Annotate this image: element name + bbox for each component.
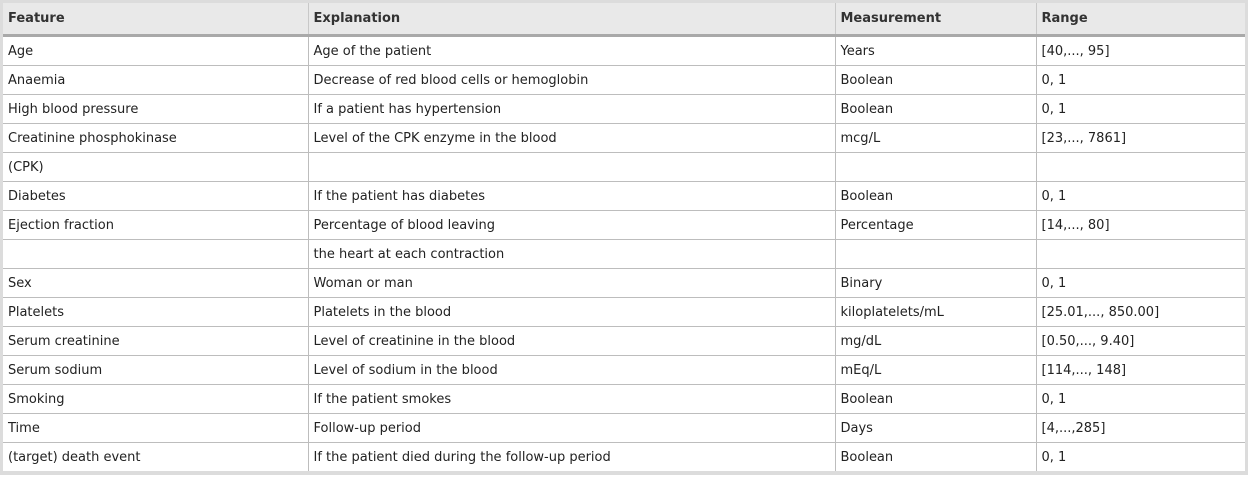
measurement-cell: Years	[834, 35, 1036, 66]
explanation-cell	[307, 152, 835, 182]
range-cell: [114,..., 148]	[1035, 355, 1245, 385]
feature-cell: Age	[8, 43, 34, 59]
table-row: (CPK)	[3, 152, 1245, 182]
header-feature: Feature	[3, 3, 308, 37]
table-row: Sex Woman or man Binary 0, 1	[3, 268, 1245, 298]
range-cell: 0, 1	[1035, 268, 1245, 298]
range-cell	[1035, 239, 1245, 269]
explanation-cell: If a patient has hypertension	[307, 94, 835, 124]
explanation-cell: Decrease of red blood cells or hemoglobi…	[307, 65, 835, 95]
measurement-cell: Boolean	[834, 181, 1036, 211]
range-cell: [23,..., 7861]	[1035, 123, 1245, 153]
explanation-cell: Level of sodium in the blood	[307, 355, 835, 385]
measurement-cell: mg/dL	[834, 326, 1036, 356]
explanation-cell: If the patient smokes	[307, 384, 835, 414]
table-row: Time Follow-up period Days [4,...,285]	[3, 413, 1245, 443]
header-explanation: Explanation	[307, 3, 835, 37]
table-row: Smoking If the patient smokes Boolean 0, 1	[3, 384, 1245, 414]
table-row: Platelets Platelets in the blood kiloplate…	[3, 297, 1245, 327]
range-cell: 0, 1	[1035, 442, 1245, 471]
feature-cell	[3, 239, 308, 269]
measurement-cell: kiloplatelets/mL	[834, 297, 1036, 327]
explanation-cell: Level of the CPK enzyme in the blood	[307, 123, 835, 153]
explanation-cell: If the patient died during the follow-up…	[307, 442, 835, 471]
measurement-cell: mEq/L	[834, 355, 1036, 385]
table-row: High blood pressure If a patient has hype…	[3, 94, 1245, 124]
feature-cell: Serum creatinine	[3, 326, 308, 356]
explanation-cell: Level of creatinine in the blood	[307, 326, 835, 356]
range-cell: [4,...,285]	[1035, 413, 1245, 443]
range-cell	[1035, 152, 1245, 182]
measurement-cell: Boolean	[834, 94, 1036, 124]
explanation-cell: If the patient has diabetes	[307, 181, 835, 211]
feature-cell: Smoking	[3, 384, 308, 414]
measurement-cell: mcg/L	[834, 123, 1036, 153]
measurement-cell: Percentage	[834, 210, 1036, 240]
feature-cell: Platelets	[3, 297, 308, 327]
measurement-cell: Binary	[834, 268, 1036, 298]
header-range: Range	[1035, 3, 1245, 37]
range-cell: [0.50,..., 9.40]	[1035, 326, 1245, 356]
table-row: Age Age of the patient Years [40,..., 95]	[3, 35, 1245, 66]
explanation-cell: Woman or man	[307, 268, 835, 298]
range-cell: 0, 1	[1035, 65, 1245, 95]
header-row: Feature Explanation Measurement Range	[3, 3, 1245, 37]
feature-cell: Anaemia	[3, 65, 308, 95]
range-cell: [40,..., 95]	[1035, 35, 1245, 66]
feature-cell: (CPK)	[3, 152, 308, 182]
measurement-cell	[834, 152, 1036, 182]
feature-cell: Creatinine phosphokinase	[3, 123, 308, 153]
explanation-cell: Follow-up period	[307, 413, 835, 443]
explanation-cell: the heart at each contraction	[307, 239, 835, 269]
feature-cell: Time	[3, 413, 308, 443]
feature-cell: Serum sodium	[3, 355, 308, 385]
table-row: Anaemia Decrease of red blood cells or he…	[3, 65, 1245, 95]
range-cell: [25.01,..., 850.00]	[1035, 297, 1245, 327]
features-table: Feature Explanation Measurement Range Ag…	[3, 3, 1245, 471]
table-row: (target) death event If the patient died …	[3, 442, 1245, 471]
feature-cell: High blood pressure	[3, 94, 308, 124]
feature-cell: (target) death event	[3, 442, 308, 471]
table-row: Ejection fraction Percentage of blood lea…	[3, 210, 1245, 240]
feature-cell: Sex	[3, 268, 308, 298]
measurement-cell	[834, 239, 1036, 269]
table-row: Serum sodium Level of sodium in the blood…	[3, 355, 1245, 385]
measurement-cell: Boolean	[834, 442, 1036, 471]
table-row: Serum creatinine Level of creatinine in t…	[3, 326, 1245, 356]
range-cell: 0, 1	[1035, 384, 1245, 414]
table-row: Creatinine phosphokinase Level of the CPK…	[3, 123, 1245, 153]
range-cell: [14,..., 80]	[1035, 210, 1245, 240]
range-cell: 0, 1	[1035, 94, 1245, 124]
measurement-cell: Days	[834, 413, 1036, 443]
measurement-cell: Boolean	[834, 65, 1036, 95]
header-measurement: Measurement	[834, 3, 1036, 37]
explanation-cell: Platelets in the blood	[307, 297, 835, 327]
feature-cell: Diabetes	[3, 181, 308, 211]
table-row: the heart at each contraction	[3, 239, 1245, 269]
feature-cell: Ejection fraction	[3, 210, 308, 240]
explanation-cell: Percentage of blood leaving	[307, 210, 835, 240]
explanation-cell: Age of the patient	[307, 35, 835, 66]
measurement-cell: Boolean	[834, 384, 1036, 414]
table-row: Diabetes If the patient has diabetes Boole…	[3, 181, 1245, 211]
range-cell: 0, 1	[1035, 181, 1245, 211]
